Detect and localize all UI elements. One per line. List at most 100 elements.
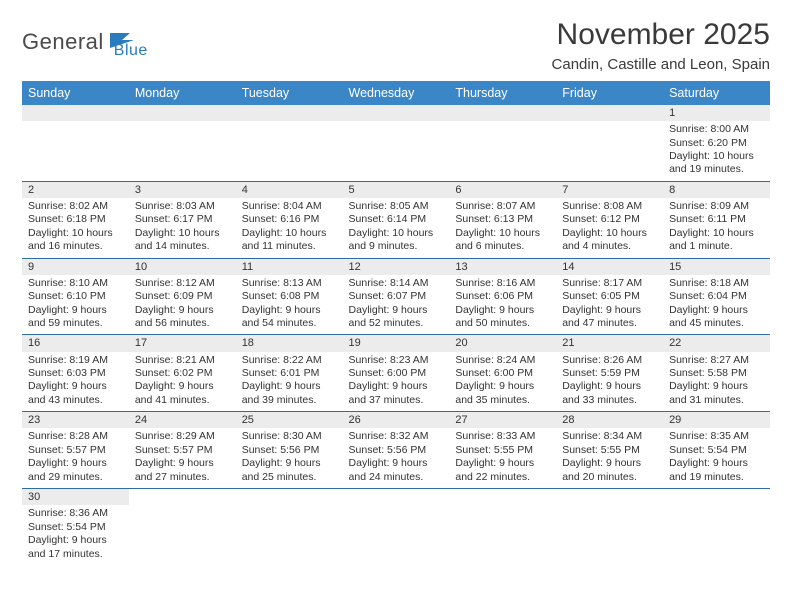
empty-cell-body	[663, 489, 770, 508]
day-number: 26	[343, 412, 450, 428]
day-number: 8	[663, 182, 770, 198]
daylight-text-1: Daylight: 9 hours	[28, 380, 123, 393]
calendar-day-cell: 25Sunrise: 8:30 AMSunset: 5:56 PMDayligh…	[236, 412, 343, 489]
daylight-text-2: and 17 minutes.	[28, 548, 123, 561]
calendar-day-cell: 12Sunrise: 8:14 AMSunset: 6:07 PMDayligh…	[343, 258, 450, 335]
sunrise-text: Sunrise: 8:10 AM	[28, 277, 123, 290]
sunset-text: Sunset: 6:16 PM	[242, 213, 337, 226]
day-details: Sunrise: 8:08 AMSunset: 6:12 PMDaylight:…	[556, 198, 663, 258]
daylight-text-1: Daylight: 9 hours	[349, 380, 444, 393]
calendar-week-row: 30Sunrise: 8:36 AMSunset: 5:54 PMDayligh…	[22, 489, 770, 565]
day-details: Sunrise: 8:09 AMSunset: 6:11 PMDaylight:…	[663, 198, 770, 258]
daylight-text-1: Daylight: 9 hours	[455, 304, 550, 317]
sunrise-text: Sunrise: 8:21 AM	[135, 354, 230, 367]
empty-cell-body	[236, 489, 343, 508]
sunrise-text: Sunrise: 8:30 AM	[242, 430, 337, 443]
sunrise-text: Sunrise: 8:13 AM	[242, 277, 337, 290]
day-number: 28	[556, 412, 663, 428]
calendar-week-row: 2Sunrise: 8:02 AMSunset: 6:18 PMDaylight…	[22, 181, 770, 258]
calendar-day-cell: 14Sunrise: 8:17 AMSunset: 6:05 PMDayligh…	[556, 258, 663, 335]
day-number: 7	[556, 182, 663, 198]
day-details: Sunrise: 8:28 AMSunset: 5:57 PMDaylight:…	[22, 428, 129, 488]
sunset-text: Sunset: 6:14 PM	[349, 213, 444, 226]
day-details: Sunrise: 8:34 AMSunset: 5:55 PMDaylight:…	[556, 428, 663, 488]
sunrise-text: Sunrise: 8:02 AM	[28, 200, 123, 213]
daylight-text-2: and 20 minutes.	[562, 471, 657, 484]
sunrise-text: Sunrise: 8:03 AM	[135, 200, 230, 213]
calendar-day-cell: 21Sunrise: 8:26 AMSunset: 5:59 PMDayligh…	[556, 335, 663, 412]
day-number: 18	[236, 335, 343, 351]
sunset-text: Sunset: 6:00 PM	[455, 367, 550, 380]
daylight-text-2: and 31 minutes.	[669, 394, 764, 407]
calendar-day-cell	[343, 489, 450, 565]
day-number: 17	[129, 335, 236, 351]
day-details: Sunrise: 8:03 AMSunset: 6:17 PMDaylight:…	[129, 198, 236, 258]
weekday-header: Thursday	[449, 81, 556, 105]
sunset-text: Sunset: 6:01 PM	[242, 367, 337, 380]
daylight-text-1: Daylight: 9 hours	[562, 380, 657, 393]
day-details: Sunrise: 8:27 AMSunset: 5:58 PMDaylight:…	[663, 352, 770, 412]
day-number: 10	[129, 259, 236, 275]
sunset-text: Sunset: 6:13 PM	[455, 213, 550, 226]
sunrise-text: Sunrise: 8:16 AM	[455, 277, 550, 290]
daylight-text-2: and 6 minutes.	[455, 240, 550, 253]
sunset-text: Sunset: 5:59 PM	[562, 367, 657, 380]
day-number: 29	[663, 412, 770, 428]
day-number: 12	[343, 259, 450, 275]
day-number: 19	[343, 335, 450, 351]
day-details: Sunrise: 8:35 AMSunset: 5:54 PMDaylight:…	[663, 428, 770, 488]
empty-cell-body	[556, 489, 663, 508]
daylight-text-2: and 47 minutes.	[562, 317, 657, 330]
day-number: 2	[22, 182, 129, 198]
day-details: Sunrise: 8:02 AMSunset: 6:18 PMDaylight:…	[22, 198, 129, 258]
day-details: Sunrise: 8:04 AMSunset: 6:16 PMDaylight:…	[236, 198, 343, 258]
day-number: 11	[236, 259, 343, 275]
sunrise-text: Sunrise: 8:36 AM	[28, 507, 123, 520]
day-details: Sunrise: 8:12 AMSunset: 6:09 PMDaylight:…	[129, 275, 236, 335]
day-details: Sunrise: 8:18 AMSunset: 6:04 PMDaylight:…	[663, 275, 770, 335]
daylight-text-1: Daylight: 10 hours	[135, 227, 230, 240]
empty-cell-body	[449, 121, 556, 179]
daylight-text-2: and 39 minutes.	[242, 394, 337, 407]
sunset-text: Sunset: 5:56 PM	[242, 444, 337, 457]
empty-cell-body	[129, 489, 236, 508]
daylight-text-1: Daylight: 9 hours	[242, 380, 337, 393]
day-details: Sunrise: 8:29 AMSunset: 5:57 PMDaylight:…	[129, 428, 236, 488]
calendar-day-cell: 17Sunrise: 8:21 AMSunset: 6:02 PMDayligh…	[129, 335, 236, 412]
day-number: 22	[663, 335, 770, 351]
calendar-day-cell: 19Sunrise: 8:23 AMSunset: 6:00 PMDayligh…	[343, 335, 450, 412]
daylight-text-2: and 35 minutes.	[455, 394, 550, 407]
day-details: Sunrise: 8:22 AMSunset: 6:01 PMDaylight:…	[236, 352, 343, 412]
day-number: 30	[22, 489, 129, 505]
sunrise-text: Sunrise: 8:19 AM	[28, 354, 123, 367]
calendar-day-cell: 1Sunrise: 8:00 AMSunset: 6:20 PMDaylight…	[663, 105, 770, 181]
daylight-text-2: and 27 minutes.	[135, 471, 230, 484]
sunrise-text: Sunrise: 8:14 AM	[349, 277, 444, 290]
day-number: 9	[22, 259, 129, 275]
calendar-day-cell: 11Sunrise: 8:13 AMSunset: 6:08 PMDayligh…	[236, 258, 343, 335]
day-number: 14	[556, 259, 663, 275]
daylight-text-1: Daylight: 10 hours	[562, 227, 657, 240]
sunset-text: Sunset: 5:54 PM	[28, 521, 123, 534]
sunset-text: Sunset: 6:11 PM	[669, 213, 764, 226]
weekday-header: Friday	[556, 81, 663, 105]
sunset-text: Sunset: 6:03 PM	[28, 367, 123, 380]
sunset-text: Sunset: 6:00 PM	[349, 367, 444, 380]
logo-text-general: General	[22, 29, 104, 55]
calendar-day-cell: 22Sunrise: 8:27 AMSunset: 5:58 PMDayligh…	[663, 335, 770, 412]
daylight-text-1: Daylight: 9 hours	[669, 304, 764, 317]
calendar-day-cell: 13Sunrise: 8:16 AMSunset: 6:06 PMDayligh…	[449, 258, 556, 335]
sunrise-text: Sunrise: 8:29 AM	[135, 430, 230, 443]
daylight-text-2: and 16 minutes.	[28, 240, 123, 253]
sunset-text: Sunset: 6:12 PM	[562, 213, 657, 226]
calendar-week-row: 1Sunrise: 8:00 AMSunset: 6:20 PMDaylight…	[22, 105, 770, 181]
sunrise-text: Sunrise: 8:28 AM	[28, 430, 123, 443]
empty-daynum	[343, 105, 450, 121]
calendar-day-cell	[556, 105, 663, 181]
calendar-day-cell: 24Sunrise: 8:29 AMSunset: 5:57 PMDayligh…	[129, 412, 236, 489]
daylight-text-2: and 4 minutes.	[562, 240, 657, 253]
sunrise-text: Sunrise: 8:32 AM	[349, 430, 444, 443]
sunset-text: Sunset: 6:02 PM	[135, 367, 230, 380]
sunset-text: Sunset: 6:18 PM	[28, 213, 123, 226]
daylight-text-2: and 54 minutes.	[242, 317, 337, 330]
